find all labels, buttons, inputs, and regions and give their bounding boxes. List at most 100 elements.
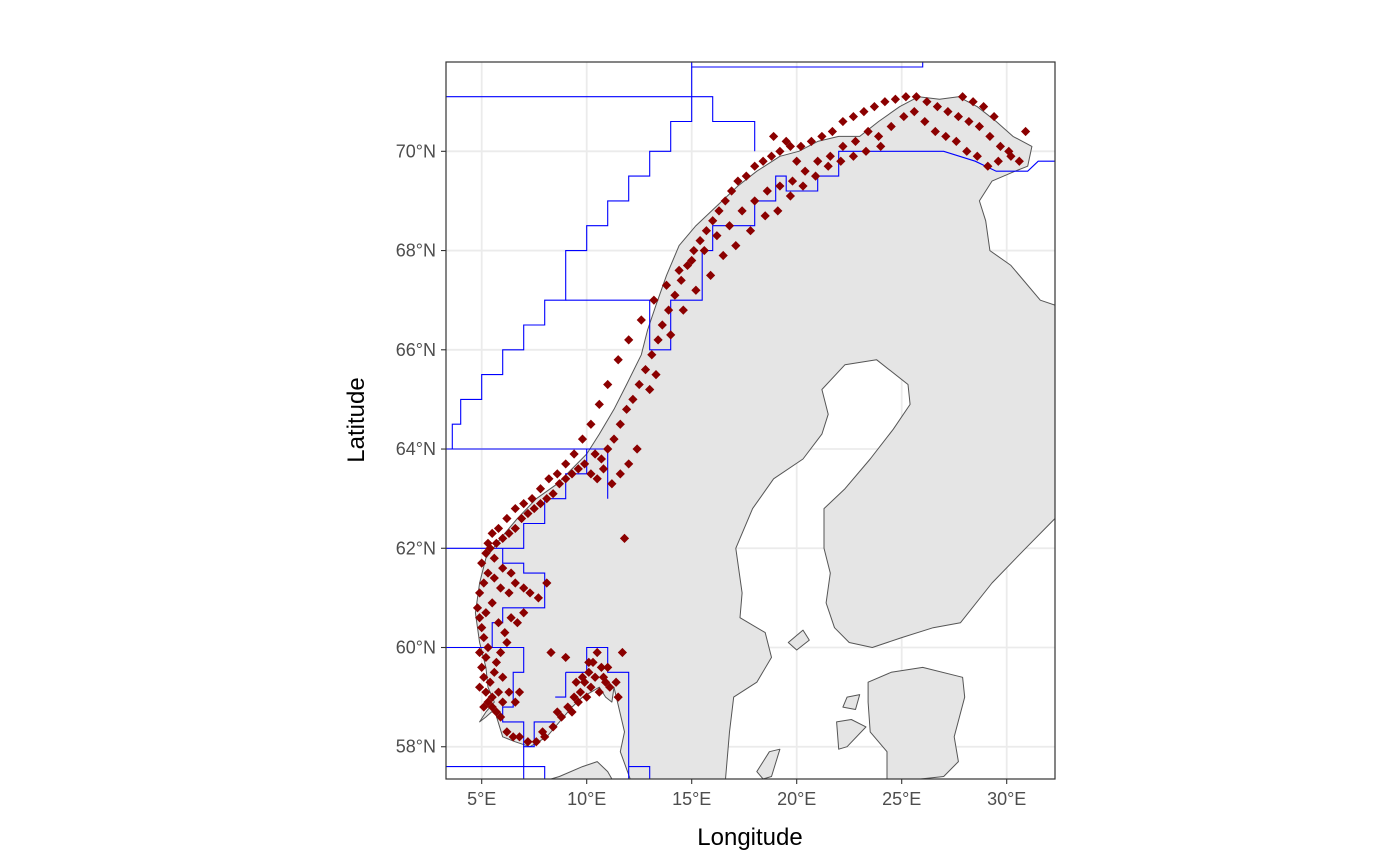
observation-point [890,94,900,104]
observation-point [506,613,516,623]
observation-point [827,126,837,137]
observation-point [920,116,930,127]
observation-point [496,647,506,658]
observation-point [758,156,768,166]
observation-point [540,732,550,742]
observation-point [636,315,646,325]
observation-point [714,206,724,216]
observation-point [603,662,613,672]
observation-point [953,111,963,122]
observation-point [813,156,823,166]
observation-point [487,692,497,702]
observation-point [731,240,741,251]
observation-point [498,697,508,707]
observation-point [943,107,953,117]
zone-boundary-line [628,766,651,779]
observation-point [577,434,588,444]
observation-point [544,474,554,484]
zone-boundary-line [446,766,546,779]
observation-point [502,513,512,524]
observation-point [483,568,493,578]
x-axis-title: Longitude [697,824,802,851]
observation-point [798,181,808,191]
observation-point [603,379,613,390]
observation-point [485,677,495,687]
observation-point [615,469,625,479]
observation-point [745,226,756,236]
observation-point [477,662,487,672]
observation-point [479,672,489,682]
observation-point [573,464,583,474]
observation-point [922,97,932,107]
land-polygon [787,629,810,651]
zone-boundary-line [451,67,693,449]
observation-point [676,275,686,285]
observation-point [962,146,972,156]
observation-point [785,191,795,201]
observation-point [514,732,525,742]
observation-point [666,330,676,340]
observation-point [823,161,833,171]
observation-point [523,737,533,747]
observation-point [775,181,785,191]
observation-point [899,111,909,122]
observation-point [487,528,497,538]
observation-point [603,444,613,454]
observation-point [958,92,968,102]
observation-point [687,255,697,266]
observation-point [951,136,961,146]
observation-point [487,702,497,712]
observation-point [510,697,520,707]
observation-point [737,206,747,216]
observation-point [750,196,760,206]
observation-point [552,469,562,479]
observation-point [577,672,588,682]
observation-point [661,280,672,290]
observation-point [483,642,493,653]
observation-point [475,647,485,658]
y-tick-label: 68°N [396,241,436,261]
observation-point [848,111,858,122]
land-polygon [474,96,1055,779]
observation-point [472,603,483,613]
observation-point [605,682,615,692]
observation-point [775,146,785,156]
observation-point [983,161,993,171]
observation-point [504,687,514,697]
observation-point [968,97,978,107]
observation-point [533,593,543,603]
observation-point [613,692,623,702]
observation-point [481,687,491,697]
observation-point [880,97,890,107]
land-polygon [550,761,613,779]
observation-point [609,434,619,444]
observation-point [493,523,504,534]
observation-point [773,206,783,216]
observation-point [496,712,506,722]
y-tick-label: 60°N [396,638,436,658]
observation-point [508,732,518,742]
observation-point [531,737,541,747]
observation-point [554,479,564,489]
observation-point [670,290,680,300]
observation-point [584,667,594,677]
observation-point [498,563,508,573]
observation-point [500,628,510,638]
observation-point [594,399,604,409]
zone-boundary-line [446,548,546,649]
observation-point [479,632,489,643]
observation-point [529,503,539,514]
observation-point [989,111,999,122]
observation-point [863,126,873,137]
observation-point [874,131,884,142]
y-tick-label: 64°N [396,439,436,459]
observation-point [584,657,594,667]
observation-point [590,672,600,682]
observation-point [580,459,590,469]
observation-point [561,474,571,484]
observation-point [567,707,577,717]
observation-point [538,727,548,737]
observation-point [485,543,495,553]
observation-point [481,652,491,663]
observation-point [498,533,508,543]
